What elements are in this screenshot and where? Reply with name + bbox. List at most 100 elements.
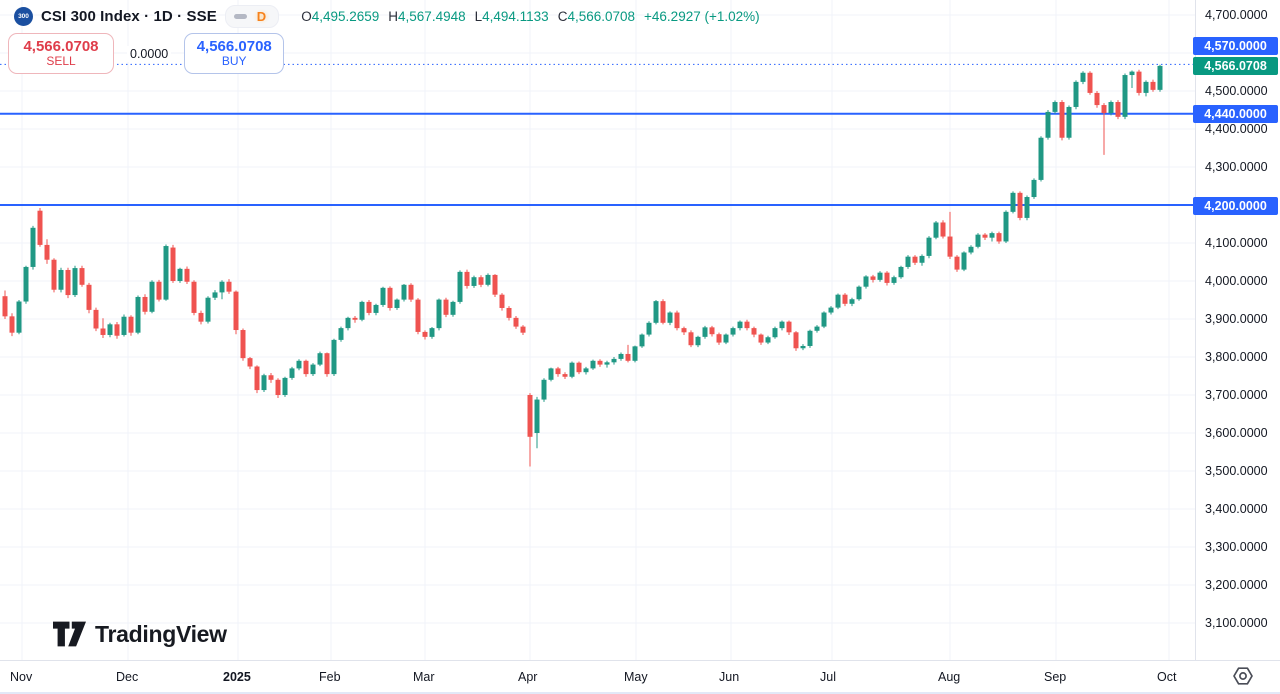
candle-body — [226, 281, 232, 292]
candle-body — [653, 301, 659, 323]
price-badge[interactable]: 4,570.0000 — [1193, 37, 1278, 55]
candle-body — [51, 259, 57, 290]
candle-body — [695, 336, 701, 346]
candle-body — [205, 297, 211, 322]
price-tick-label: 4,100.0000 — [1205, 236, 1268, 250]
sell-price: 4,566.0708 — [23, 37, 99, 55]
candle-body — [1045, 111, 1051, 138]
candle-body — [380, 287, 386, 305]
price-tick-label: 3,200.0000 — [1205, 578, 1268, 592]
candle-body — [219, 281, 225, 293]
candle-body — [919, 255, 925, 263]
candle-body — [394, 299, 400, 308]
candle-body — [338, 328, 344, 340]
buy-button[interactable]: 4,566.0708 BUY — [184, 33, 285, 74]
candle-body — [16, 301, 22, 333]
candle-body — [583, 368, 589, 373]
candle-body — [996, 233, 1002, 242]
time-tick-label: Sep — [1044, 670, 1067, 684]
candle-body — [1143, 81, 1149, 93]
price-tick-label: 3,300.0000 — [1205, 540, 1268, 554]
price-badge[interactable]: 4,440.0000 — [1193, 105, 1278, 123]
candle-body — [751, 328, 757, 335]
symbol-logo: 300 — [14, 7, 33, 26]
candle-body — [79, 268, 85, 285]
candle-body — [898, 266, 904, 278]
candle-body — [44, 244, 50, 260]
candle-body — [618, 353, 624, 359]
candle-body — [527, 395, 533, 437]
candle-body — [282, 377, 288, 395]
high-value: 4,567.4948 — [398, 9, 466, 24]
candle-body — [198, 312, 204, 322]
time-tick-label: Nov — [10, 670, 33, 684]
tradingview-watermark[interactable]: TradingView — [53, 621, 227, 648]
candle-body — [86, 284, 92, 310]
candle-body — [289, 368, 295, 378]
candle-body — [275, 379, 281, 395]
price-tick-label: 4,400.0000 — [1205, 122, 1268, 136]
candle-body — [569, 362, 575, 377]
candle-body — [261, 375, 267, 391]
candle-body — [905, 256, 911, 267]
candle-body — [478, 277, 484, 285]
price-badge[interactable]: 4,200.0000 — [1193, 197, 1278, 215]
trade-panel: 4,566.0708 SELL 0.0000 4,566.0708 BUY — [8, 33, 285, 74]
price-tick-label: 3,900.0000 — [1205, 312, 1268, 326]
candle-body — [191, 281, 197, 313]
candle-body — [135, 296, 141, 333]
candle-body — [492, 274, 498, 295]
symbol-title[interactable]: CSI 300 Index · 1D · SSE — [41, 8, 217, 25]
candle-body — [506, 307, 512, 318]
candle-body — [667, 312, 673, 323]
candle-body — [520, 326, 526, 333]
candle-body — [1136, 71, 1142, 93]
candle-body — [324, 353, 330, 375]
candle-body — [681, 328, 687, 333]
time-tick-label: Jun — [719, 670, 740, 684]
price-tick-label: 4,700.0000 — [1205, 8, 1268, 22]
candle-body — [870, 276, 876, 280]
candle-body — [310, 364, 316, 375]
price-tick-label: 4,000.0000 — [1205, 274, 1268, 288]
candle-body — [800, 345, 806, 349]
interval-d-badge[interactable]: D — [252, 9, 271, 24]
sell-button[interactable]: 4,566.0708 SELL — [8, 33, 114, 74]
candle-body — [450, 301, 456, 315]
candle-body — [730, 328, 736, 335]
candle-body — [1017, 192, 1023, 218]
time-axis[interactable]: Nov Dec 2025 Feb Mar Apr May Jun Jul Aug Sep Oct — [0, 660, 1280, 694]
candle-body — [1087, 72, 1093, 93]
candle-body — [555, 368, 561, 375]
price-tick-label: 4,500.0000 — [1205, 84, 1268, 98]
candle-body — [1073, 81, 1079, 107]
candle-body — [1010, 192, 1016, 212]
spread-value: 0.0000 — [127, 45, 172, 62]
candle-body — [562, 374, 568, 377]
candle-body — [485, 274, 491, 285]
high-label: H — [388, 9, 399, 24]
candle-body — [940, 222, 946, 237]
time-tick-label: Feb — [319, 670, 341, 684]
candle-body — [765, 337, 771, 343]
candle-body — [1157, 65, 1163, 90]
candle-body — [121, 316, 127, 335]
candle-body — [933, 222, 939, 238]
candle-body — [65, 269, 71, 296]
candle-body — [1080, 72, 1086, 82]
candle-body — [807, 330, 813, 346]
candlestick-plot[interactable] — [0, 0, 1195, 660]
candle-body — [1059, 102, 1065, 138]
interval-pill[interactable]: D — [224, 5, 280, 28]
candle-body — [835, 294, 841, 308]
candle-body — [1101, 105, 1107, 114]
candle-body — [674, 312, 680, 329]
candle-body — [842, 294, 848, 304]
price-axis[interactable]: 4,700.0000 4,500.0000 4,400.0000 4,300.0000… — [1193, 0, 1280, 660]
buy-price: 4,566.0708 — [196, 37, 272, 55]
time-tick-label: May — [624, 670, 648, 684]
price-badge[interactable]: 4,566.0708 — [1193, 57, 1278, 75]
scale-settings-icon[interactable] — [1232, 665, 1254, 687]
candle-body — [233, 291, 239, 331]
candle-body — [716, 334, 722, 343]
